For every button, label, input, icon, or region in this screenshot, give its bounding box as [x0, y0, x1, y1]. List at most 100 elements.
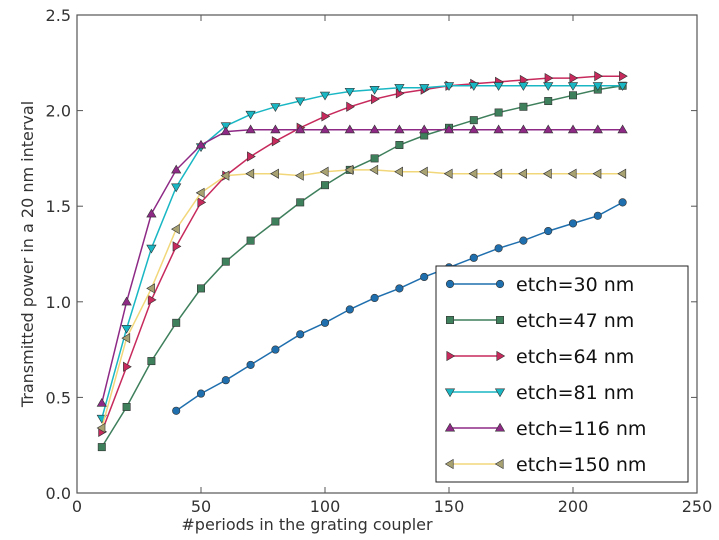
data-point — [518, 82, 529, 91]
legend-marker — [444, 388, 456, 398]
x-tick-label: 200 — [558, 497, 589, 516]
data-point — [543, 82, 554, 91]
data-point — [121, 296, 132, 306]
data-point — [97, 443, 106, 452]
series-line — [101, 84, 623, 448]
data-point — [321, 111, 331, 122]
data-point — [221, 257, 230, 266]
data-point — [518, 168, 527, 179]
data-point — [369, 86, 380, 95]
x-tick-label: 50 — [191, 497, 211, 516]
data-point — [270, 124, 281, 134]
data-point — [271, 345, 280, 354]
data-point — [592, 82, 603, 91]
data-point — [246, 360, 255, 369]
data-point — [394, 124, 405, 134]
legend-marker — [494, 458, 504, 470]
data-point — [146, 283, 155, 294]
data-point — [370, 154, 379, 163]
data-point — [197, 284, 205, 293]
data-point — [96, 397, 107, 407]
data-point — [419, 166, 428, 177]
data-point — [147, 294, 157, 306]
data-point — [319, 124, 331, 134]
legend-marker — [495, 279, 505, 289]
data-point — [593, 211, 602, 220]
data-point — [344, 87, 355, 97]
data-point — [296, 198, 305, 207]
data-point — [172, 406, 181, 415]
data-point — [443, 124, 455, 134]
data-point — [592, 124, 603, 134]
series-line — [101, 84, 623, 419]
data-point — [270, 103, 281, 112]
legend-label: etch=81 nm — [516, 382, 634, 404]
data-point — [567, 168, 577, 179]
data-point — [295, 124, 306, 134]
series-line — [101, 128, 623, 404]
data-point — [468, 124, 479, 134]
series-1 — [172, 198, 627, 415]
data-point — [419, 84, 430, 93]
legend-label: etch=64 nm — [516, 346, 634, 368]
y-tick-label: 1.0 — [46, 293, 71, 312]
data-point — [271, 217, 280, 226]
data-point — [369, 124, 380, 134]
data-point — [245, 110, 256, 120]
data-point — [197, 197, 207, 208]
data-point — [295, 97, 306, 107]
data-point — [370, 293, 379, 303]
legend-marker — [446, 316, 454, 324]
data-point — [594, 71, 603, 82]
data-point — [569, 91, 577, 100]
data-point — [295, 170, 304, 181]
legend: etch=30 nm etch=47 nm etch=64 nm etch=81 nm… — [435, 265, 689, 483]
data-point — [619, 71, 628, 82]
data-point — [296, 330, 305, 339]
data-point — [171, 164, 182, 174]
data-point — [271, 136, 281, 147]
legend-marker — [494, 422, 506, 432]
data-point — [345, 305, 354, 314]
legend-marker — [445, 279, 455, 289]
data-point — [171, 224, 180, 235]
data-point — [171, 183, 182, 193]
data-point — [469, 116, 478, 125]
data-point — [346, 101, 355, 112]
data-point — [394, 166, 403, 177]
legend-label: etch=150 nm — [516, 454, 646, 476]
data-point — [394, 84, 405, 93]
data-point — [468, 168, 478, 179]
y-axis-label: Transmitted power in a 20 nm interval — [18, 101, 37, 408]
y-tick-label: 0.5 — [46, 388, 71, 407]
data-point — [195, 139, 207, 149]
data-point — [494, 244, 503, 253]
data-point — [544, 226, 553, 236]
data-point — [220, 126, 231, 136]
y-tick-label: 1.5 — [46, 197, 71, 216]
data-point — [519, 236, 528, 245]
legend-marker — [496, 350, 506, 362]
data-point — [420, 272, 429, 282]
data-point — [172, 241, 182, 252]
data-point — [371, 94, 380, 105]
legend-marker — [444, 422, 456, 432]
data-point — [172, 318, 181, 327]
data-point — [468, 82, 479, 91]
data-point — [220, 170, 230, 181]
data-point — [567, 124, 579, 134]
series-layer — [96, 71, 628, 452]
legend-box — [435, 265, 689, 483]
data-point — [419, 124, 430, 134]
data-point — [518, 124, 529, 134]
data-point — [443, 168, 453, 179]
legend-label: etch=30 nm — [516, 274, 634, 296]
plot-frame — [76, 14, 698, 494]
x-axis-label: #periods in the grating coupler — [181, 515, 433, 534]
data-point — [519, 102, 528, 111]
data-point — [568, 219, 578, 228]
data-point — [493, 124, 504, 134]
data-point — [245, 124, 256, 134]
data-point — [123, 361, 132, 372]
